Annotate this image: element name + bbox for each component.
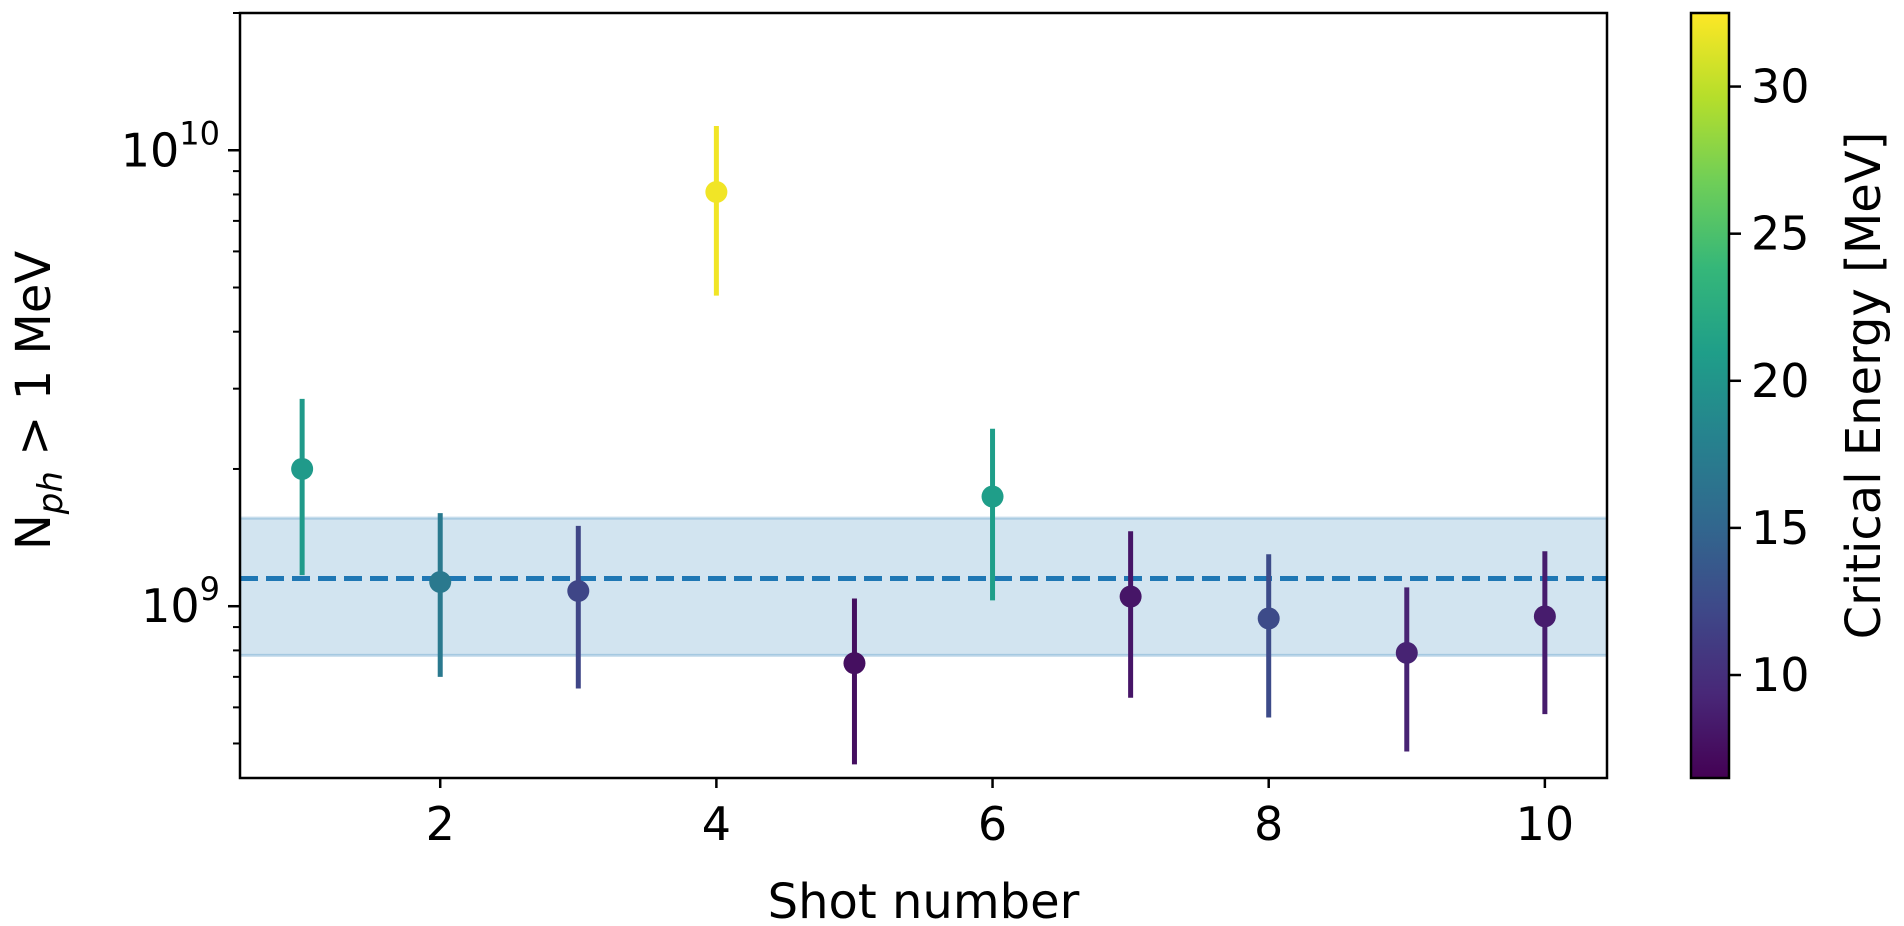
- x-tick-label-8: 8: [1254, 797, 1283, 851]
- x-axis: 2 4 6 8 10: [426, 778, 1575, 851]
- x-tick-label-2: 2: [426, 797, 455, 851]
- x-axis-label: Shot number: [768, 874, 1080, 926]
- y-axis-label-subscript: ph: [31, 471, 71, 515]
- y-axis-label-main: N: [6, 514, 62, 550]
- data-point-shot-8: [1257, 607, 1280, 630]
- plot-area: [238, 11, 1609, 780]
- y-tick-label-1e9: 109: [141, 570, 220, 633]
- data-point-shot-3: [567, 579, 590, 602]
- y-tick-exponent: 9: [200, 570, 220, 608]
- data-point-shot-1: [291, 457, 314, 480]
- plot-frame: [238, 11, 1609, 780]
- y-axis-label: Nph > 1 MeV: [6, 251, 71, 551]
- data-point-shot-6: [981, 485, 1004, 508]
- colorbar-tick-label-30: 30: [1751, 60, 1810, 114]
- data-point-shot-5: [843, 652, 866, 675]
- x-tick-label-10: 10: [1516, 797, 1575, 851]
- colorbar-label: Critical Energy [MeV]: [1836, 132, 1892, 640]
- y-tick-base: 10: [121, 123, 180, 177]
- y-tick-label-1e10: 1010: [121, 114, 220, 177]
- colorbar-tick-label-10: 10: [1751, 648, 1810, 702]
- colorbar-tick-label-20: 20: [1751, 354, 1810, 408]
- x-tick-label-4: 4: [702, 797, 731, 851]
- data-point-shot-2: [429, 571, 452, 594]
- x-tick-label-6: 6: [978, 797, 1007, 851]
- data-point-shot-4: [705, 180, 728, 203]
- y-tick-exponent: 10: [179, 114, 220, 152]
- colorbar-tick-label-25: 25: [1751, 207, 1810, 261]
- data-point-shot-9: [1395, 641, 1418, 664]
- colorbar-bar: [1689, 11, 1731, 780]
- colorbar: 10 15 20 25 30: [1689, 11, 1810, 780]
- uncertainty-band: [240, 518, 1607, 656]
- data-point-shot-7: [1119, 585, 1142, 608]
- colorbar-tick-label-15: 15: [1751, 501, 1810, 555]
- data-point-shot-10: [1533, 605, 1556, 628]
- y-tick-base: 10: [141, 579, 200, 633]
- y-axis-label-suffix: > 1 MeV: [6, 251, 62, 471]
